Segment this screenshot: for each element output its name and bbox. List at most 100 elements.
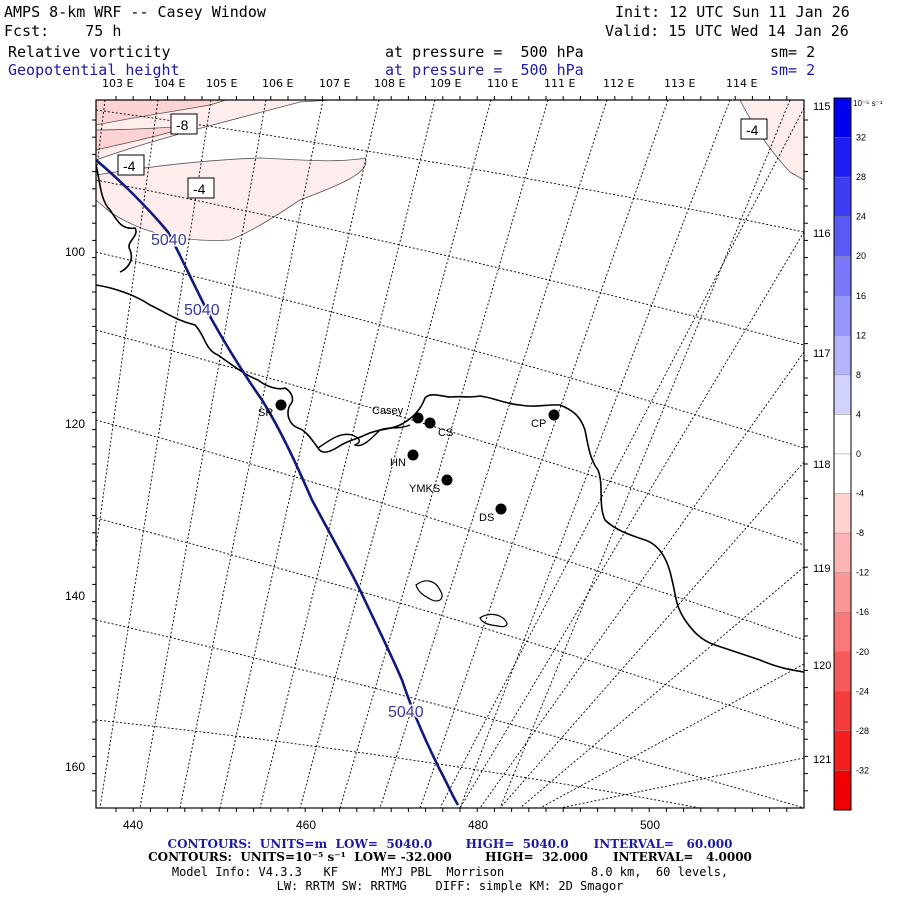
footer-model-info: Model Info: V4.3.3 KF MYJ PBL Morrison 8… (171, 865, 729, 879)
svg-text:-4: -4 (746, 122, 759, 138)
colorbar-label: 28 (856, 172, 866, 182)
colorbar-label: -20 (856, 647, 869, 657)
station-cs: CS (424, 417, 453, 439)
height-contour-label: 5040 (184, 302, 220, 319)
colorbar-box (833, 572, 852, 613)
field1-name: Relative vorticity (8, 43, 171, 61)
colorbar-label: 12 (856, 330, 866, 340)
svg-text:DS: DS (479, 512, 494, 524)
coastline (96, 164, 804, 673)
x-tick-label: 460 (296, 818, 316, 832)
y-tick-label: 100 (65, 245, 85, 259)
colorbar-box (833, 612, 852, 652)
x-tick-label: 440 (123, 818, 143, 832)
station-sr: SR (258, 399, 287, 419)
vorticity-contour-label: -4 (187, 177, 215, 199)
colorbar-label: -8 (856, 528, 864, 538)
lon-label: 103 E (102, 77, 134, 90)
colorbar-label: 16 (856, 291, 866, 301)
field1-level: at pressure = 500 hPa (385, 43, 584, 61)
colorbar-label: 32 (856, 133, 866, 143)
field2-name: Geopotential height (8, 61, 180, 79)
lon-label: 109 E (430, 77, 462, 90)
colorbar-label: 0 (856, 449, 861, 459)
height-contour-5040 (96, 159, 460, 806)
colorbar-box (833, 295, 852, 336)
colorbar-label: -12 (856, 568, 869, 578)
colorbar-box (833, 97, 852, 138)
colorbar-box (833, 730, 852, 771)
colorbar-label: -28 (856, 726, 869, 736)
vorticity-shade-minus4 (96, 157, 367, 241)
vorticity-shade-minus4 (96, 100, 331, 161)
footer-vorticity-contours: CONTOURS: UNITS=10⁻⁵ s⁻¹ LOW= -32.000 HI… (148, 850, 752, 864)
lon-label: 105 E (206, 77, 238, 90)
footer-height-contours: CONTOURS: UNITS=m LOW= 5040.0 HIGH= 5040… (167, 837, 733, 851)
station-ds: DS (479, 503, 507, 524)
x-tick-label: 480 (468, 818, 488, 832)
colorbar-box (833, 335, 852, 376)
field2-smoothing: sm= 2 (770, 61, 816, 79)
valid-time: Valid: 15 UTC Wed 14 Jan 26 (605, 22, 849, 40)
colorbar-box (833, 256, 852, 296)
x-tick-label: 500 (640, 818, 660, 832)
colorbar-box (833, 532, 852, 573)
colorbar-box (833, 216, 852, 257)
lon-label: 106 E (262, 77, 294, 90)
colorbar-label: 8 (856, 370, 861, 380)
coastline-inner (317, 424, 411, 449)
plot-frame (95, 99, 805, 809)
lon-label: 111 E (544, 77, 576, 90)
forecast-hour: Fcst: 75 h (4, 22, 122, 40)
colorbar-unit: 10⁻⁵ s⁻¹ (853, 99, 883, 108)
svg-text:YMKS: YMKS (409, 483, 440, 495)
axis-ticks (92, 96, 808, 812)
colorbar-box (833, 453, 852, 494)
colorbar-label: 24 (856, 212, 866, 222)
field2-level: at pressure = 500 hPa (385, 61, 584, 79)
colorbar-label: 4 (856, 409, 861, 419)
colorbar-label: -16 (856, 607, 869, 617)
height-contour-label: 5040 (388, 704, 424, 721)
svg-text:SR: SR (258, 407, 273, 419)
y-tick-label: 160 (65, 760, 85, 774)
height-contour-label: 5040 (151, 232, 187, 249)
y-tick-label: 120 (65, 417, 85, 431)
svg-text:Casey: Casey (372, 405, 404, 417)
colorbar-box (833, 493, 852, 534)
footer-physics-info: LW: RRTM SW: RRTMG DIFF: simple KM: 2D S… (276, 879, 624, 893)
map-title: AMPS 8-km WRF -- Casey Window (4, 3, 266, 21)
colorbar-label: 20 (856, 251, 866, 261)
island (479, 613, 508, 628)
svg-text:-4: -4 (193, 181, 206, 197)
lon-label: 107 E (319, 77, 351, 90)
colorbar-box (833, 374, 852, 415)
lon-label: 113 E (664, 77, 696, 90)
lon-label: 104 E (154, 77, 186, 90)
field1-smoothing: sm= 2 (770, 43, 816, 61)
colorbar-box (833, 137, 852, 178)
island (415, 580, 443, 602)
colorbar-label: -4 (856, 489, 864, 499)
colorbar-box (833, 770, 852, 811)
lon-label: 114 E (726, 77, 758, 90)
init-time: Init: 12 UTC Sun 11 Jan 26 (615, 3, 850, 21)
colorbar-label: -32 (856, 765, 869, 775)
station-cp: CP (531, 409, 560, 430)
svg-text:CS: CS (438, 427, 453, 439)
lon-label: 112 E (603, 77, 635, 90)
station-casey: Casey (372, 405, 424, 424)
svg-text:-4: -4 (123, 158, 136, 174)
colorbar-box (833, 691, 852, 732)
vorticity-contour-label: -4 (740, 118, 768, 140)
y-tick-label: 140 (65, 589, 85, 603)
colorbar-box (833, 651, 852, 692)
svg-text:CP: CP (531, 418, 546, 430)
svg-text:HN: HN (390, 457, 406, 469)
colorbar-label: -24 (856, 686, 869, 696)
lon-label: 110 E (487, 77, 519, 90)
colorbar-box (833, 414, 852, 455)
svg-text:-8: -8 (176, 117, 189, 133)
